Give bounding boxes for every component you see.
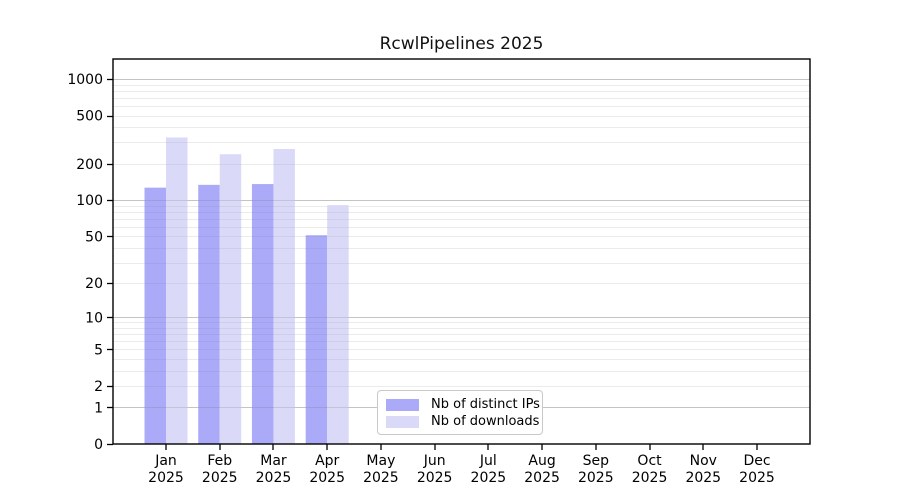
y-tick-label: 500 [76,109,103,125]
x-tick-label-month: Nov [690,453,717,469]
bar-downloads-feb [219,154,242,444]
x-tick-label-year: 2025 [417,470,453,486]
bar-distinct-ips-feb [198,184,220,444]
x-tick-label-year: 2025 [685,470,721,486]
legend-swatch-distinct-ips [386,398,419,411]
y-tick-label: 0 [94,437,103,453]
x-tick-label-month: Mar [260,453,287,469]
x-tick-label-year: 2025 [148,470,184,486]
y-tick-label: 2 [94,379,103,395]
legend: Nb of distinct IPs Nb of downloads [377,390,543,435]
bar-downloads-jan [166,137,188,445]
legend-label-downloads: Nb of downloads [431,414,540,429]
x-tick-label-month: May [366,453,395,469]
bar-distinct-ips-mar [251,184,274,444]
x-tick-label-month: Dec [743,453,770,469]
x-tick-label-month: Aug [528,453,555,469]
x-tick-label-month: Oct [637,453,662,469]
y-tick-label: 20 [85,276,103,292]
x-tick-label-month: Feb [207,453,232,469]
bars [144,137,349,445]
x-tick-label-month: Jan [154,453,177,469]
bar-downloads-mar [273,149,295,444]
legend-item-distinct-ips: Nb of distinct IPs [386,396,542,413]
x-tick-label-year: 2025 [309,470,345,486]
y-axis: 0 1 2 5 10 20 50 100 200 500 1000 [67,72,113,453]
legend-swatch-downloads [386,415,419,428]
bar-distinct-ips-jan [144,187,166,444]
y-tick-label: 50 [85,229,103,245]
chart-title: RcwlPipelines 2025 [379,34,544,54]
axes [112,58,811,445]
y-tick-label: 100 [76,193,103,209]
x-tick-label-year: 2025 [524,470,560,486]
y-tick-label: 5 [94,342,103,358]
y-tick-label: 10 [85,310,103,326]
x-axis: Jan2025Feb2025Mar2025Apr2025May2025Jun20… [148,444,775,486]
y-tick-label: 200 [76,157,103,173]
x-tick-label-year: 2025 [578,470,614,486]
y-tick-label: 1000 [67,72,103,88]
x-tick-label-year: 2025 [256,470,292,486]
x-tick-label-year: 2025 [202,470,238,486]
legend-item-downloads: Nb of downloads [386,413,542,430]
x-tick-label-year: 2025 [632,470,668,486]
x-tick-label-month: Sep [583,453,610,469]
bar-downloads-apr [327,205,349,444]
x-tick-label-year: 2025 [739,470,775,486]
x-tick-label-month: Jul [479,453,497,469]
plot-border [112,58,811,445]
x-tick-label-year: 2025 [471,470,507,486]
y-tick-label: 1 [94,400,103,416]
x-tick-label-month: Apr [315,453,339,469]
bar-distinct-ips-apr [305,235,328,444]
x-tick-label-year: 2025 [363,470,399,486]
legend-label-distinct-ips: Nb of distinct IPs [431,397,540,412]
x-tick-label-month: Jun [423,453,446,469]
